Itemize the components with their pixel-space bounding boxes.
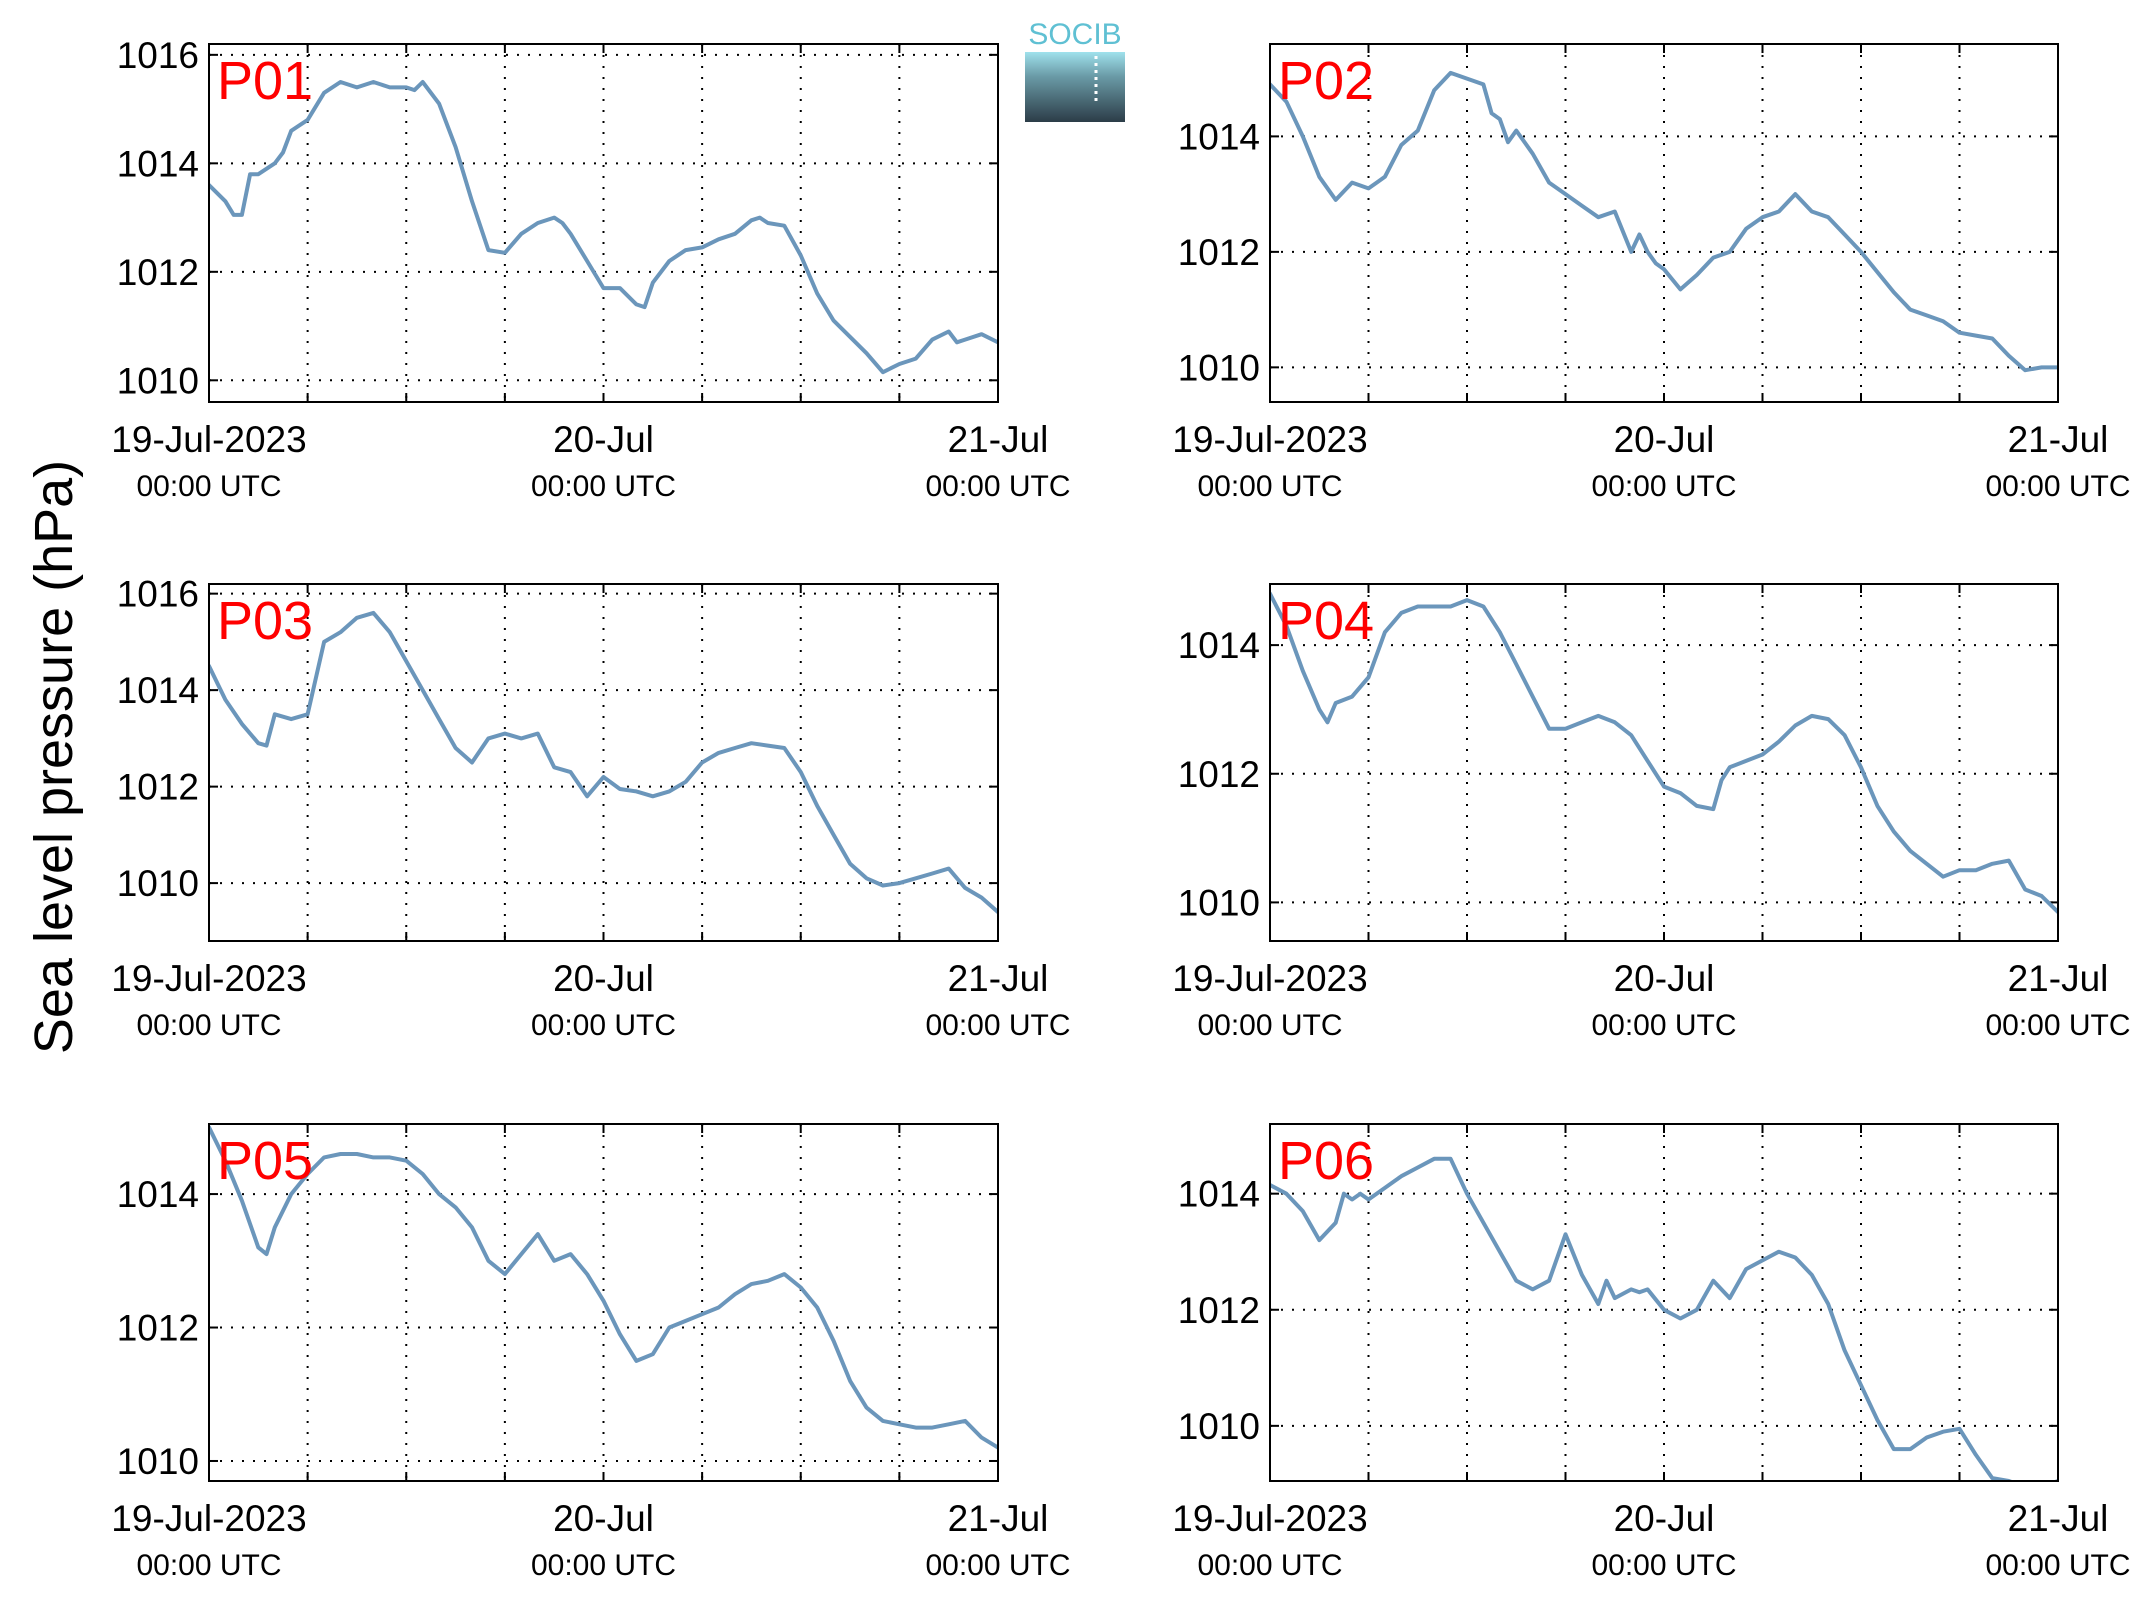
y-tick-label: 1016	[117, 35, 199, 76]
x-tick-sublabel: 00:00 UTC	[925, 470, 1070, 503]
x-tick-label: 20-Jul	[553, 958, 654, 999]
x-tick-label: 21-Jul	[2008, 1498, 2109, 1539]
x-tick-sublabel: 00:00 UTC	[1197, 1549, 1342, 1582]
socib-logo: SOCIB	[1025, 18, 1125, 122]
x-tick-label: 21-Jul	[948, 958, 1049, 999]
panel-p05: 1010 1012 1014 19-Jul-2023 00:00 UTC 20-Jul 00…	[111, 1123, 1071, 1582]
panels: 1010 1012 1014 1016 19-Jul-2023 00:00 UTC 20-J…	[111, 35, 2130, 1582]
axes-frame	[1269, 583, 2059, 942]
x-tick-sublabel: 00:00 UTC	[136, 1009, 281, 1042]
logo-text: SOCIB	[1028, 18, 1121, 51]
series-line	[209, 1125, 998, 1450]
panel-p01: 1010 1012 1014 1016 19-Jul-2023 00:00 UTC 20-J…	[111, 35, 1070, 503]
panel-label: P03	[217, 591, 313, 651]
y-tick-label: 1010	[1178, 347, 1260, 388]
x-tick-label: 20-Jul	[553, 1498, 654, 1539]
x-tick-sublabel: 00:00 UTC	[1985, 470, 2130, 503]
panel-label: P01	[217, 51, 313, 111]
y-tick-label: 1010	[117, 360, 199, 401]
y-tick-label: 1014	[1178, 1174, 1260, 1215]
x-tick-label: 21-Jul	[948, 419, 1049, 460]
series-line	[209, 80, 998, 375]
y-tick-label: 1014	[1178, 116, 1260, 157]
x-tick-sublabel: 00:00 UTC	[1985, 1549, 2130, 1582]
axes-frame	[208, 1123, 999, 1482]
x-tick-sublabel: 00:00 UTC	[531, 1009, 676, 1042]
x-tick-sublabel: 00:00 UTC	[136, 470, 281, 503]
y-tick-label: 1012	[1178, 754, 1260, 795]
panel-p06: 1010 1012 1014 19-Jul-2023 00:00 UTC 20-Jul 00…	[1172, 1123, 2131, 1582]
x-tick-label: 19-Jul-2023	[1172, 419, 1367, 460]
y-tick-label: 1014	[117, 670, 199, 711]
y-tick-label: 1014	[117, 143, 199, 184]
x-tick-sublabel: 00:00 UTC	[1197, 470, 1342, 503]
y-tick-label: 1010	[117, 1441, 199, 1482]
x-tick-sublabel: 00:00 UTC	[1591, 470, 1736, 503]
y-tick-label: 1012	[117, 1308, 199, 1349]
x-tick-label: 19-Jul-2023	[111, 419, 306, 460]
y-tick-label: 1014	[117, 1174, 199, 1215]
logo-block-icon	[1025, 52, 1125, 122]
y-tick-label: 1010	[117, 863, 199, 904]
series-line	[1270, 591, 2058, 915]
y-axis-label: Sea level pressure (hPa)	[24, 460, 84, 1054]
y-tick-label: 1012	[117, 767, 199, 808]
x-tick-sublabel: 00:00 UTC	[1591, 1549, 1736, 1582]
y-tick-label: 1010	[1178, 882, 1260, 923]
axes-frame	[1269, 1123, 2059, 1482]
series-line	[1270, 1156, 2058, 1481]
y-tick-label: 1016	[117, 574, 199, 615]
x-tick-label: 19-Jul-2023	[1172, 958, 1367, 999]
x-tick-label: 20-Jul	[1614, 958, 1715, 999]
panel-label: P05	[217, 1131, 313, 1191]
x-tick-label: 20-Jul	[1614, 1498, 1715, 1539]
panel-p04: 1010 1012 1014 19-Jul-2023 00:00 UTC 20-Jul 00…	[1172, 583, 2131, 1042]
x-tick-sublabel: 00:00 UTC	[531, 470, 676, 503]
axes-frame	[208, 43, 999, 403]
y-tick-label: 1010	[1178, 1406, 1260, 1447]
panel-label: P02	[1278, 51, 1374, 111]
x-tick-sublabel: 00:00 UTC	[1197, 1009, 1342, 1042]
x-tick-sublabel: 00:00 UTC	[925, 1549, 1070, 1582]
panel-p02: 1010 1012 1014 19-Jul-2023 00:00 UTC 20-Jul 00…	[1172, 43, 2131, 503]
panel-label: P04	[1278, 591, 1374, 651]
series-line	[209, 610, 998, 915]
x-tick-sublabel: 00:00 UTC	[925, 1009, 1070, 1042]
series-line	[1270, 70, 2058, 373]
x-tick-label: 21-Jul	[948, 1498, 1049, 1539]
y-tick-label: 1012	[1178, 232, 1260, 273]
x-tick-label: 21-Jul	[2008, 419, 2109, 460]
x-tick-label: 21-Jul	[2008, 958, 2109, 999]
y-tick-label: 1012	[117, 252, 199, 293]
x-tick-label: 19-Jul-2023	[111, 958, 306, 999]
x-tick-label: 19-Jul-2023	[1172, 1498, 1367, 1539]
y-tick-label: 1012	[1178, 1290, 1260, 1331]
x-tick-sublabel: 00:00 UTC	[531, 1549, 676, 1582]
x-tick-label: 19-Jul-2023	[111, 1498, 306, 1539]
x-tick-label: 20-Jul	[1614, 419, 1715, 460]
x-tick-sublabel: 00:00 UTC	[136, 1549, 281, 1582]
x-tick-sublabel: 00:00 UTC	[1985, 1009, 2130, 1042]
x-tick-label: 20-Jul	[553, 419, 654, 460]
axes-frame	[1269, 43, 2059, 403]
x-tick-sublabel: 00:00 UTC	[1591, 1009, 1736, 1042]
y-tick-label: 1014	[1178, 625, 1260, 666]
panel-p03: 1010 1012 1014 1016 19-Jul-2023 00:00 UTC 20-J…	[111, 574, 1070, 1042]
panel-label: P06	[1278, 1131, 1374, 1191]
axes-frame	[208, 583, 999, 942]
